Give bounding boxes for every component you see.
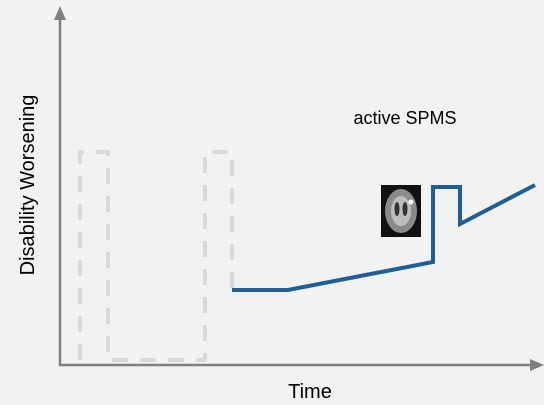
mri-lesion <box>409 200 414 205</box>
annotation: active SPMS <box>353 108 456 128</box>
y-axis-label: Disability Worsening <box>17 95 39 276</box>
page: active SPMS Disability Worsening Time ((… <box>0 0 544 405</box>
mri-ventricle <box>403 202 408 216</box>
diagram: active SPMS Disability Worsening Time <box>0 0 544 405</box>
mri-ventricle <box>395 202 400 216</box>
x-axis-label: Time <box>288 381 332 403</box>
mri-matter <box>391 196 411 226</box>
mri-icon <box>381 185 421 237</box>
